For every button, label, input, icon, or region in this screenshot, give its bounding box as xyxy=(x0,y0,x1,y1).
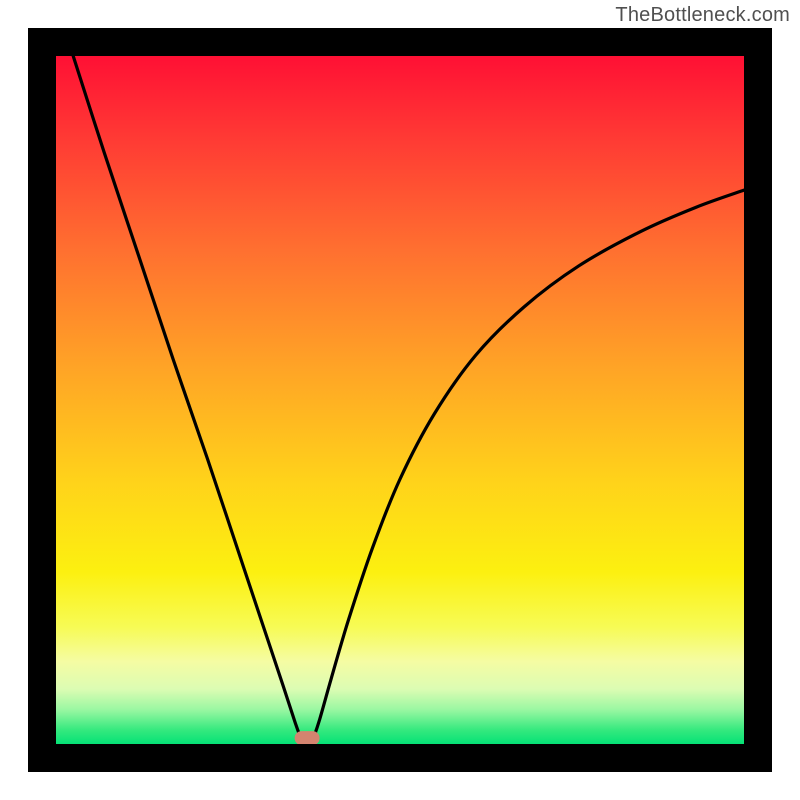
plot-frame xyxy=(28,28,772,772)
plot-border-bottom xyxy=(28,744,772,772)
bottleneck-curve xyxy=(28,28,772,772)
plot-border-left xyxy=(28,28,56,772)
plot-border-right xyxy=(744,28,772,772)
chart-container: TheBottleneck.com xyxy=(0,0,800,800)
curve-left-segment xyxy=(73,56,301,738)
plot-border-top xyxy=(28,28,772,56)
watermark-text: TheBottleneck.com xyxy=(615,4,790,27)
curve-right-segment xyxy=(313,190,744,738)
